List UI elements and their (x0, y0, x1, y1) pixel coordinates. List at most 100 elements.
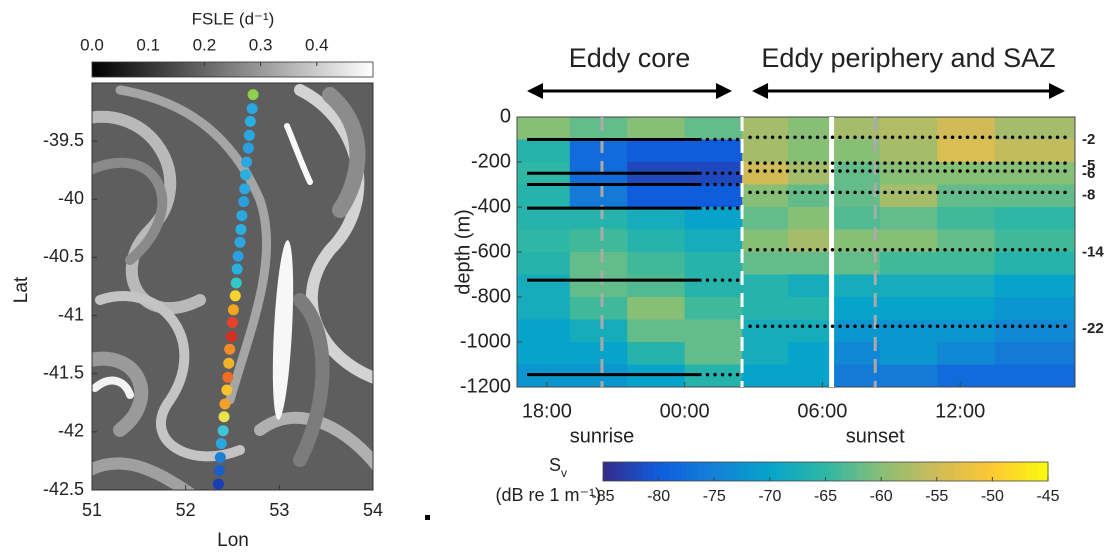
layer-label: -6 (1082, 165, 1095, 182)
colorbar-swatch (603, 462, 610, 481)
colorbar-swatch (775, 462, 782, 481)
colorbar-swatch (814, 462, 821, 481)
colorbar-tick-label: -50 (981, 488, 1004, 505)
colorbar-swatch (870, 462, 877, 481)
colorbar-tick-label: 0.0 (80, 35, 104, 54)
x-tick-label: 51 (82, 500, 102, 520)
fsle-colorbar (91, 61, 374, 78)
y-tick-label: -39.5 (43, 130, 84, 150)
track-point (244, 115, 256, 127)
y-tick-label: -1000 (460, 330, 511, 352)
colorbar-tick-label: -60 (870, 488, 893, 505)
colorbar-swatch (1042, 462, 1049, 481)
track-point (213, 464, 225, 476)
sv-cell (627, 207, 686, 230)
layer-label: -8 (1082, 186, 1095, 203)
colorbar-swatch (630, 462, 637, 481)
colorbar-tick-label: 0.2 (193, 35, 217, 54)
track-point (227, 317, 238, 329)
sv-cell (994, 364, 1076, 388)
colorbar-swatch (725, 462, 732, 481)
colorbar-units: (dB re 1 m⁻¹) (495, 485, 601, 505)
colorbar-swatch (1009, 462, 1016, 481)
sv-cell (684, 342, 743, 365)
colorbar-tick-label: 0.3 (249, 35, 273, 54)
sv-cell (937, 139, 996, 163)
colorbar-swatch (959, 462, 966, 481)
colorbar-tick-label: -70 (758, 488, 781, 505)
sv-cell (994, 139, 1076, 163)
colorbar-swatch (664, 462, 671, 481)
colorbar-swatch (764, 462, 771, 481)
sv-cell (627, 184, 686, 208)
track-point (217, 425, 229, 437)
sv-cell (787, 162, 833, 185)
track-point (230, 277, 242, 289)
colorbar-swatch (797, 462, 804, 481)
sv-cell (787, 319, 833, 343)
colorbar-swatch (908, 462, 916, 481)
colorbar-swatch (842, 462, 849, 481)
track-point (247, 89, 259, 101)
sv-cell (517, 207, 571, 230)
colorbar-swatch (769, 462, 777, 481)
x-tick-label: 00:00 (660, 400, 710, 422)
sv-cell (569, 139, 628, 163)
colorbar-swatch (892, 462, 899, 481)
track-point (242, 142, 254, 154)
annotation-label: sunset (846, 425, 905, 447)
track-point (218, 411, 230, 423)
sv-cell (569, 229, 628, 253)
x-tick-label: 54 (363, 500, 383, 520)
sv-cell (684, 207, 743, 230)
colorbar-swatch (897, 462, 904, 481)
x-tick-label: 53 (269, 500, 289, 520)
colorbar-swatch (864, 462, 871, 481)
colorbar-swatch (881, 462, 888, 481)
y-tick-label: -600 (471, 240, 511, 262)
sv-cell (831, 139, 881, 163)
colorbar-swatch (792, 462, 799, 481)
sv-cell (994, 252, 1076, 275)
sv-cell (742, 207, 789, 230)
sv-cell (994, 229, 1076, 253)
sv-cell (569, 117, 628, 140)
region-label: Eddy core (569, 43, 691, 73)
colorbar-swatch (819, 462, 827, 481)
colorbar-swatch (1020, 462, 1027, 481)
sv-cell (742, 274, 789, 298)
sv-cell (742, 229, 789, 253)
y-axis-label: depth (m) (452, 209, 474, 295)
sv-cell (879, 207, 938, 230)
colorbar-tick-label: -75 (703, 488, 726, 505)
colorbar-swatch (753, 462, 760, 481)
x-tick-label: 52 (176, 500, 196, 520)
colorbar-swatch (964, 462, 971, 481)
colorbar-swatch (714, 462, 721, 481)
sv-cell (517, 184, 571, 208)
track-point (223, 357, 235, 369)
sv-cell (517, 297, 571, 320)
layer-label: -2 (1082, 131, 1095, 148)
x-tick-label: 06:00 (797, 400, 847, 422)
colorbar-swatch (703, 462, 710, 481)
sv-cell (994, 184, 1076, 208)
sv-cell (937, 342, 996, 365)
colorbar-swatch (747, 462, 754, 481)
track-point (240, 169, 252, 181)
track-point (226, 331, 238, 343)
sv-cell (569, 207, 628, 230)
sv-cell (684, 319, 743, 343)
sv-cell (627, 229, 686, 253)
y-tick-label: -1200 (460, 375, 511, 397)
sv-cell (684, 364, 743, 388)
colorbar-swatch (1014, 462, 1021, 481)
sv-cell (831, 252, 881, 275)
colorbar-swatch (1025, 462, 1032, 481)
sv-cell (569, 252, 628, 275)
annotation-label: sunrise (570, 425, 634, 447)
colorbar-tick-label: -55 (925, 488, 948, 505)
y-tick-label: -42.5 (43, 479, 84, 499)
track-point (212, 478, 224, 490)
sv-cell (787, 297, 833, 320)
